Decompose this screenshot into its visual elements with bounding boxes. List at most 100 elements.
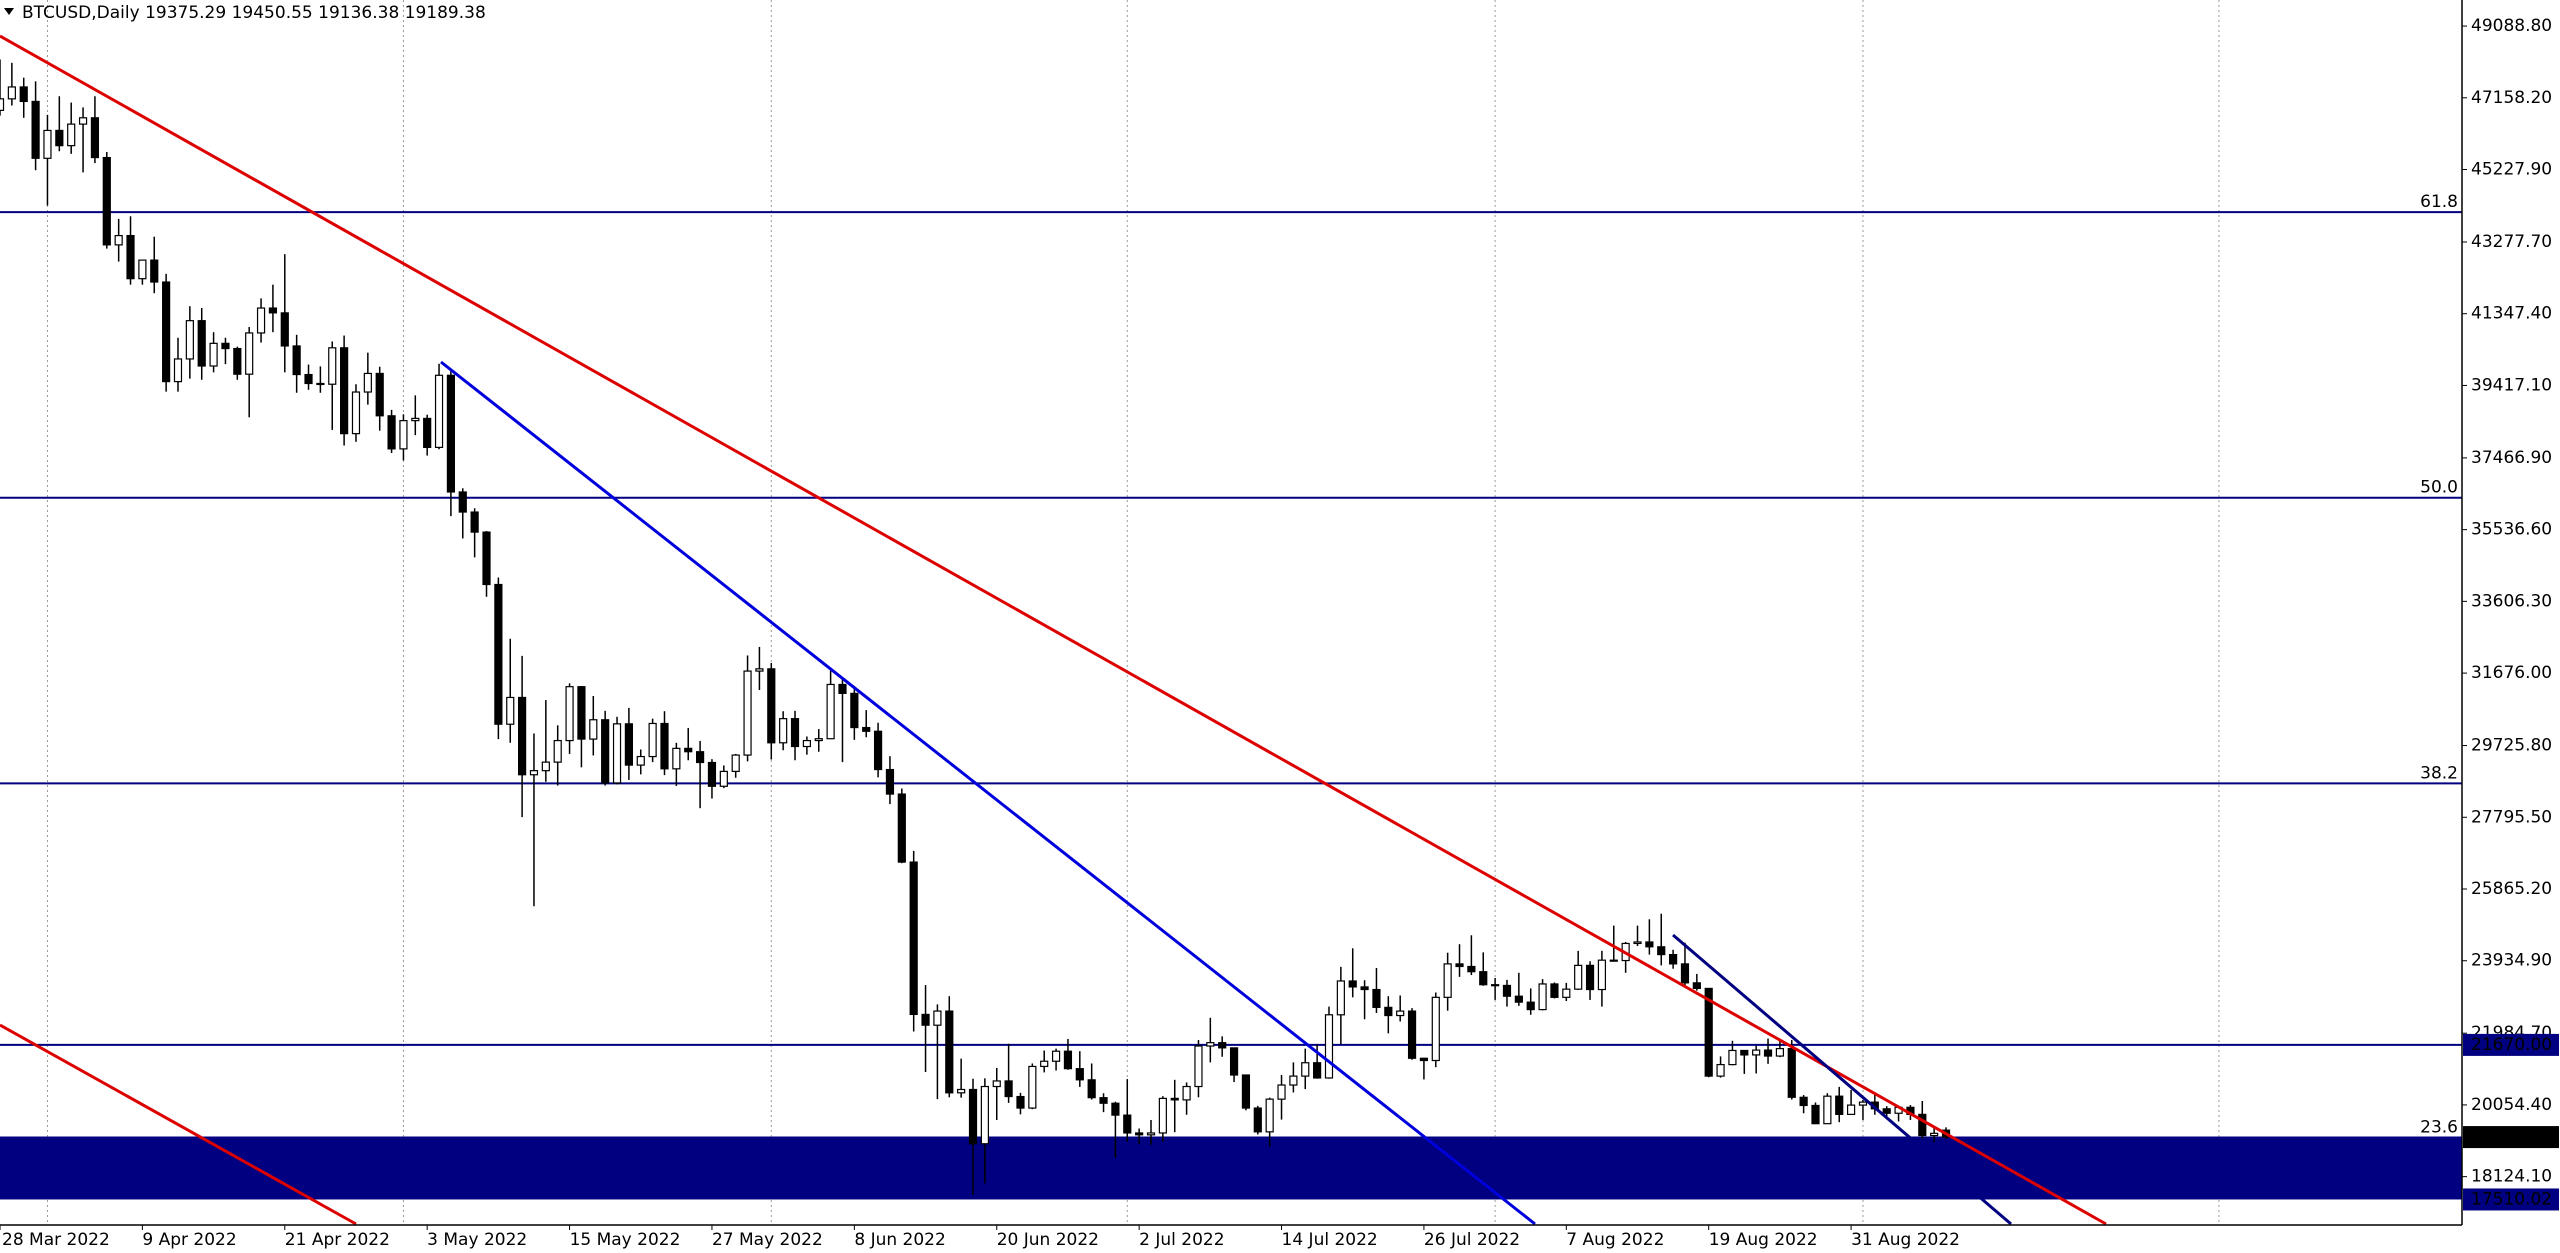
candle-body — [1123, 1114, 1132, 1134]
candle-body — [1740, 1049, 1749, 1056]
candle-body — [280, 312, 289, 347]
collapse-icon[interactable] — [4, 8, 14, 15]
candle-body — [1491, 984, 1500, 987]
candle-body — [411, 417, 420, 422]
candle-body — [90, 117, 100, 159]
price-line-label: 21670.00 — [2471, 1035, 2552, 1055]
candle-body — [814, 738, 823, 742]
candle-body — [577, 686, 586, 740]
candle-body — [1811, 1104, 1820, 1125]
candle-body — [1265, 1098, 1274, 1133]
y-tick-label: 41347.40 — [2471, 304, 2552, 324]
candle-body — [779, 718, 788, 744]
candle-body — [1918, 1113, 1927, 1137]
candle-body — [1930, 1132, 1939, 1137]
candle-body — [873, 730, 883, 771]
candle-body — [1823, 1095, 1832, 1125]
candle-body — [446, 374, 456, 493]
candle-body — [150, 259, 159, 283]
candle-body — [707, 761, 717, 787]
candle-body — [506, 696, 515, 725]
trend-lines — [0, 34, 2107, 1226]
candle-body — [1680, 963, 1690, 984]
candle-body — [743, 670, 752, 756]
price-axis-panel — [2462, 0, 2560, 1253]
candle-body — [351, 391, 361, 435]
candle-body — [553, 739, 562, 763]
candle-body — [518, 696, 527, 776]
candle-body — [1004, 1080, 1013, 1098]
candle-body — [790, 718, 800, 748]
y-tick-label: 31676.00 — [2471, 663, 2552, 683]
candle-body — [1514, 995, 1523, 1003]
trend-line — [440, 360, 1536, 1226]
candle-body — [862, 726, 871, 732]
candle-body — [7, 86, 16, 100]
y-tick-label: 35536.60 — [2471, 520, 2552, 540]
candle-body — [423, 417, 432, 448]
candle-body — [304, 373, 313, 385]
x-tick-label: 27 May 2022 — [712, 1230, 823, 1250]
candle-body — [731, 754, 740, 773]
candle-body — [565, 686, 574, 742]
candle-body — [1455, 963, 1464, 968]
candle-body — [636, 755, 645, 766]
candle-body — [1170, 1097, 1179, 1101]
y-tick-label: 18124.10 — [2471, 1167, 2552, 1187]
candle-body — [1467, 965, 1476, 973]
fib-level-label: 23.6 — [2420, 1117, 2458, 1137]
candle-body — [826, 683, 835, 740]
candle-body — [209, 342, 218, 367]
x-tick-label: 21 Apr 2022 — [285, 1230, 390, 1250]
zone-label: 17510.02 — [2471, 1189, 2552, 1209]
candle-body — [933, 1010, 942, 1026]
period-separators — [46, 0, 2220, 1224]
candle-body — [1396, 1010, 1405, 1017]
candle-body — [1669, 954, 1678, 965]
ohlc-open: 19375.29 — [145, 3, 226, 23]
candle-body — [1146, 1132, 1156, 1136]
candle-body — [1538, 983, 1547, 1011]
candle-body — [78, 117, 88, 125]
candle-body — [19, 86, 28, 103]
candle-body — [138, 259, 147, 280]
candle-body — [1419, 1057, 1429, 1062]
candle-body — [1241, 1074, 1251, 1109]
candle-body — [1550, 983, 1559, 998]
candle-body — [1479, 971, 1488, 986]
fib-level-label: 38.2 — [2420, 763, 2458, 783]
candle-body — [1016, 1095, 1025, 1109]
candle-body — [1206, 1042, 1215, 1047]
candle-body — [755, 668, 764, 672]
candle-body — [802, 739, 811, 748]
candle-body — [31, 100, 40, 159]
candle-body — [1562, 988, 1571, 998]
fib-level-label: 61.8 — [2420, 192, 2458, 212]
candle-body — [114, 234, 123, 246]
candle-body — [992, 1080, 1001, 1088]
candle-body — [980, 1085, 989, 1145]
ohlc-low: 19136.38 — [318, 3, 399, 23]
x-tick-label: 8 Jun 2022 — [854, 1230, 945, 1250]
candle-body — [1763, 1049, 1773, 1057]
candle-body — [1182, 1085, 1191, 1101]
y-tick-label: 29725.80 — [2471, 736, 2552, 756]
candle-body — [387, 415, 396, 450]
candle-body — [1775, 1048, 1785, 1057]
candle-body — [197, 320, 206, 367]
x-tick-label: 31 Aug 2022 — [1851, 1230, 1960, 1250]
candle-body — [1431, 996, 1440, 1062]
candle-body — [1787, 1048, 1796, 1098]
y-tick-label: 37466.90 — [2471, 448, 2552, 468]
candle-body — [375, 372, 384, 417]
candle-body — [968, 1088, 978, 1145]
candle-body — [470, 511, 479, 533]
ohlc-high: 19450.55 — [232, 3, 313, 23]
candle-body — [767, 668, 776, 744]
candle-body — [838, 683, 847, 694]
candle-body — [233, 347, 242, 375]
candle-body — [173, 358, 183, 383]
candle-body — [1111, 1102, 1120, 1116]
candle-body — [1752, 1049, 1761, 1056]
